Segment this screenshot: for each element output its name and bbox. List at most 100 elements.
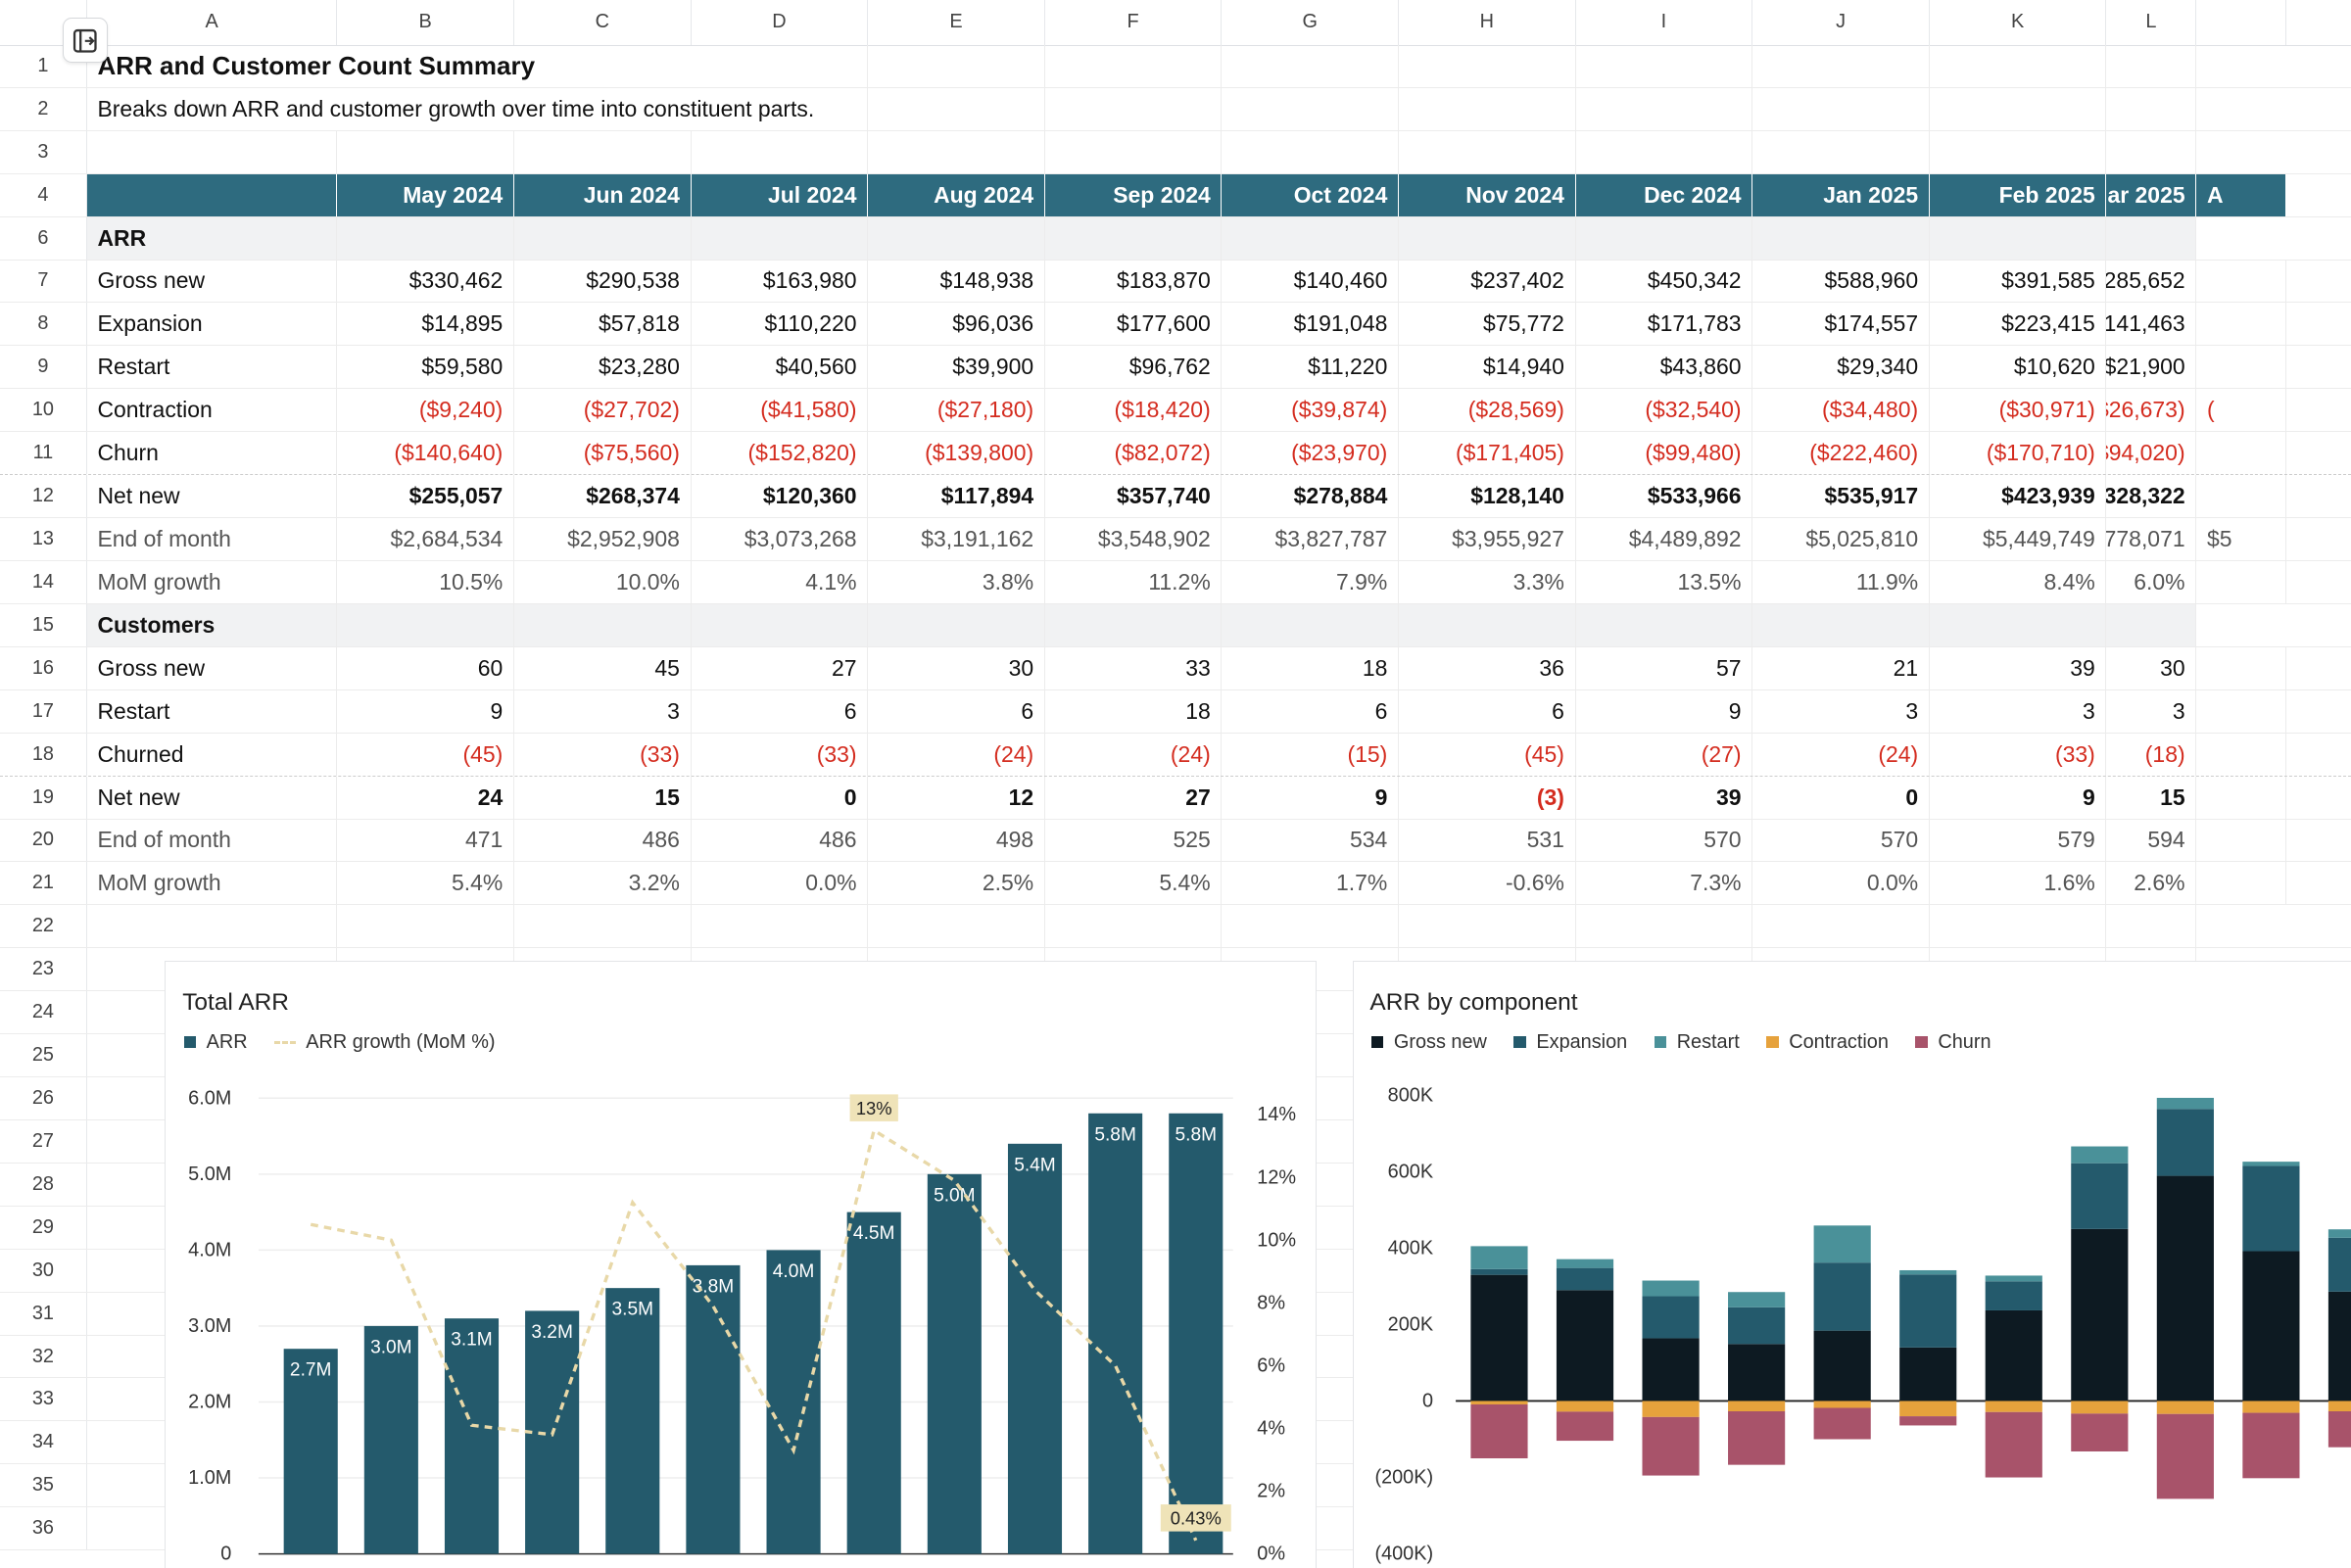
row-label[interactable]: End of month — [87, 518, 338, 560]
arr-bar[interactable] — [1088, 1113, 1143, 1554]
row-number[interactable]: 4 — [0, 173, 87, 216]
value-cell[interactable]: 33 — [1045, 646, 1223, 689]
value-cell[interactable]: $148,938 — [868, 260, 1045, 303]
section-header[interactable]: ARR — [86, 216, 338, 260]
cell[interactable] — [1930, 130, 2107, 173]
arr-bar[interactable] — [445, 1318, 500, 1554]
value-cell[interactable]: 3.8% — [868, 560, 1045, 603]
cell[interactable] — [337, 216, 514, 260]
cell[interactable] — [2106, 130, 2197, 173]
component-segment[interactable] — [1985, 1275, 2042, 1282]
value-cell[interactable]: 531 — [1399, 819, 1576, 862]
value-cell[interactable]: (18) — [2106, 733, 2197, 776]
value-cell[interactable]: $14,940 — [1399, 346, 1576, 389]
value-cell[interactable]: (45) — [337, 733, 514, 776]
component-segment[interactable] — [1642, 1338, 1700, 1402]
column-header[interactable]: G — [1222, 0, 1400, 45]
value-cell[interactable] — [2196, 303, 2287, 346]
value-cell[interactable]: $171,783 — [1576, 303, 1753, 346]
column-header[interactable] — [2196, 0, 2287, 45]
value-cell[interactable] — [2196, 475, 2287, 518]
value-cell[interactable]: $237,402 — [1399, 260, 1576, 303]
value-cell[interactable]: $59,580 — [337, 346, 514, 389]
cell[interactable] — [1576, 44, 1753, 87]
component-segment[interactable] — [2070, 1146, 2128, 1164]
arr-bar[interactable] — [284, 1349, 339, 1554]
value-cell[interactable]: $40,560 — [692, 346, 869, 389]
value-cell[interactable] — [2196, 432, 2287, 475]
component-segment[interactable] — [2156, 1413, 2214, 1499]
component-segment[interactable] — [1642, 1401, 1700, 1417]
value-cell[interactable]: (3) — [1399, 776, 1576, 819]
value-cell[interactable]: $174,557 — [1752, 303, 1930, 346]
value-cell[interactable]: $183,870 — [1045, 260, 1223, 303]
value-cell[interactable]: 13.5% — [1576, 560, 1753, 603]
value-cell[interactable]: $5 — [2196, 518, 2287, 560]
cell[interactable] — [1045, 130, 1223, 173]
value-cell[interactable]: 15 — [2106, 776, 2197, 819]
column-header[interactable]: J — [1752, 0, 1930, 45]
value-cell[interactable]: $120,360 — [692, 475, 869, 518]
section-header[interactable]: Customers — [86, 603, 338, 646]
row-number[interactable]: 3 — [0, 130, 87, 173]
column-header[interactable]: K — [1930, 0, 2107, 45]
cell[interactable] — [513, 216, 692, 260]
value-cell[interactable]: $3,191,162 — [868, 518, 1045, 560]
value-cell[interactable]: $391,585 — [1930, 260, 2107, 303]
component-segment[interactable] — [2156, 1109, 2214, 1176]
value-cell[interactable]: 1.7% — [1222, 862, 1400, 905]
value-cell[interactable]: 9 — [1576, 689, 1753, 733]
value-cell[interactable]: 6.0% — [2106, 560, 2197, 603]
column-header[interactable]: L — [2106, 0, 2197, 45]
cell[interactable] — [1576, 905, 1753, 948]
value-cell[interactable]: $357,740 — [1045, 475, 1223, 518]
component-segment[interactable] — [1813, 1401, 1871, 1408]
value-cell[interactable]: $268,374 — [514, 475, 692, 518]
cell[interactable] — [1399, 44, 1576, 87]
arr-bar[interactable] — [928, 1173, 983, 1554]
cell[interactable] — [1399, 603, 1576, 646]
component-segment[interactable] — [1898, 1270, 1956, 1275]
cell[interactable] — [1399, 130, 1576, 173]
row-number[interactable]: 7 — [0, 260, 87, 303]
value-cell[interactable]: 6 — [692, 689, 869, 733]
value-cell[interactable]: $5,449,749 — [1930, 518, 2107, 560]
component-segment[interactable] — [1727, 1401, 1785, 1412]
component-segment[interactable] — [2156, 1401, 2214, 1414]
component-segment[interactable] — [1469, 1404, 1528, 1459]
component-segment[interactable] — [2327, 1291, 2351, 1402]
cell[interactable] — [692, 905, 869, 948]
value-cell[interactable]: $14,895 — [337, 303, 514, 346]
cell[interactable] — [1222, 603, 1400, 646]
value-cell[interactable] — [2196, 689, 2287, 733]
value-cell[interactable]: 45 — [514, 646, 692, 689]
column-header[interactable]: D — [692, 0, 869, 45]
sheet-title[interactable]: ARR and Customer Count Summary — [87, 44, 869, 87]
value-cell[interactable]: $57,818 — [514, 303, 692, 346]
value-cell[interactable]: $285,652 — [2106, 260, 2197, 303]
row-label[interactable]: Churn — [87, 432, 338, 475]
value-cell[interactable]: $39,900 — [868, 346, 1045, 389]
cell[interactable] — [1576, 87, 1753, 130]
cell[interactable] — [1222, 905, 1400, 948]
arr-bar[interactable] — [686, 1265, 741, 1554]
value-cell[interactable]: $223,415 — [1930, 303, 2107, 346]
value-cell[interactable]: $21,900 — [2106, 346, 2197, 389]
row-number[interactable]: 19 — [0, 776, 87, 819]
value-cell[interactable] — [2196, 862, 2287, 905]
component-segment[interactable] — [1813, 1407, 1871, 1440]
cell[interactable] — [1752, 603, 1930, 646]
value-cell[interactable]: $128,140 — [1399, 475, 1576, 518]
value-cell[interactable] — [2196, 646, 2287, 689]
value-cell[interactable]: ($34,480) — [1752, 389, 1930, 432]
component-segment[interactable] — [1727, 1344, 1785, 1402]
component-segment[interactable] — [1469, 1268, 1528, 1275]
cell[interactable] — [1929, 603, 2107, 646]
cell[interactable] — [2106, 87, 2197, 130]
cell[interactable] — [1575, 603, 1753, 646]
component-segment[interactable] — [1898, 1401, 1956, 1417]
component-segment[interactable] — [1642, 1296, 1700, 1339]
value-cell[interactable]: ($82,072) — [1045, 432, 1223, 475]
value-cell[interactable]: $140,460 — [1222, 260, 1400, 303]
component-segment[interactable] — [1985, 1310, 2042, 1402]
